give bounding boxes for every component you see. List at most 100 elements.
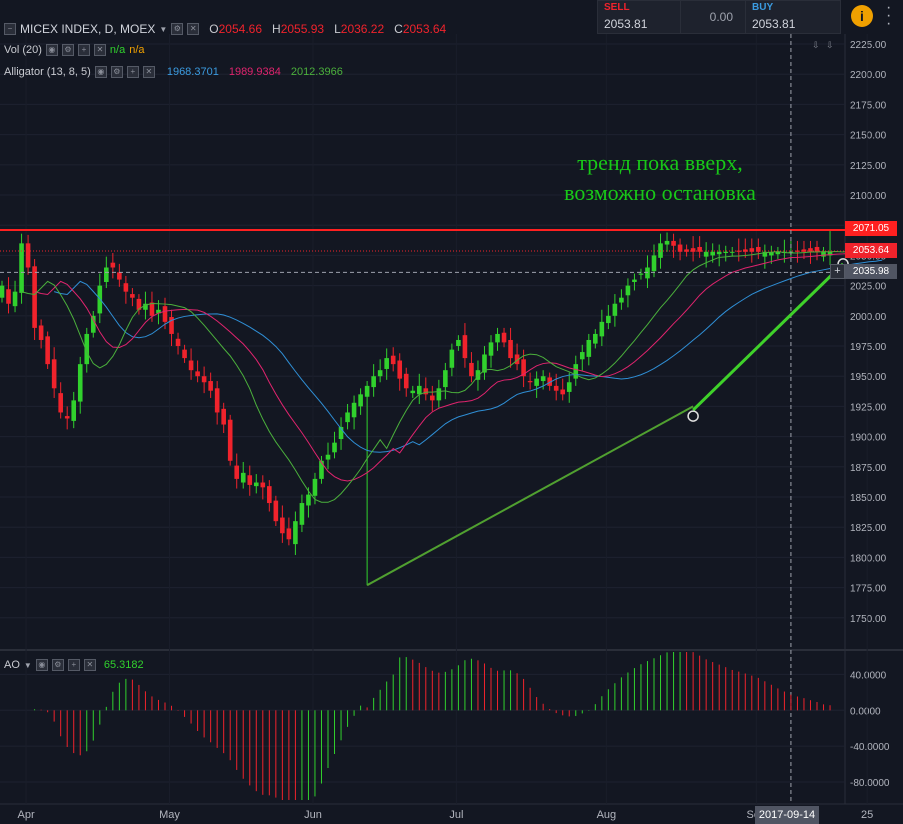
candle-body <box>619 297 624 303</box>
close-icon[interactable]: ✕ <box>93 44 106 56</box>
candle-body <box>540 376 546 382</box>
candle-body <box>690 248 696 252</box>
candle-body <box>12 291 18 307</box>
ao-tick-label: -80.0000 <box>850 778 890 789</box>
candle-body <box>416 385 422 395</box>
candle-body <box>201 376 207 383</box>
buy-price: 2053.81 <box>752 17 796 31</box>
annotation-line-1: тренд пока вверх, <box>577 150 743 175</box>
candle-body <box>482 354 487 373</box>
crosshair-date-tag: 2017-09-14 <box>755 806 819 824</box>
ao-label[interactable]: AO <box>4 659 20 671</box>
chevron-down-icon[interactable]: ▼ <box>23 660 32 670</box>
price-tick-label: 1750.00 <box>850 614 887 625</box>
volume-value-2: n/a <box>129 44 145 56</box>
candle-body <box>384 358 389 369</box>
candle-body <box>377 370 383 377</box>
scale-down-icon[interactable]: ⇩ <box>812 40 820 50</box>
candle-body <box>156 309 161 314</box>
candle-body <box>325 454 331 460</box>
symbol-legend: − MICEX INDEX, D, MOEX ▼ ⚙ ✕ O2054.66 H20… <box>4 22 446 36</box>
alligator-lips-value: 2012.3966 <box>290 66 343 78</box>
candle-body <box>814 246 820 252</box>
candle-body <box>573 364 579 379</box>
price-tick-label: 1825.00 <box>850 523 887 534</box>
candle-body <box>306 494 311 506</box>
info-icon[interactable]: i <box>851 5 873 27</box>
candle-body <box>214 388 220 413</box>
candle-body <box>293 521 298 545</box>
candle-body <box>586 339 592 357</box>
close-icon[interactable]: ✕ <box>83 659 96 671</box>
candle-body <box>664 240 670 245</box>
alligator-jaw-line <box>54 259 883 453</box>
volume-legend: Vol (20) ◉ ⚙ + ✕ n/a n/a <box>4 44 145 56</box>
price-tick-label: 1800.00 <box>850 553 887 564</box>
candle-body <box>71 400 77 421</box>
settings-icon[interactable]: ⚙ <box>171 23 184 35</box>
candle-body <box>149 302 155 316</box>
plus-icon[interactable]: + <box>126 66 139 78</box>
sell-label: SELL <box>604 2 630 13</box>
buy-label: BUY <box>752 2 774 13</box>
ao-value: 65.3182 <box>103 659 144 671</box>
price-tick-label: 2150.00 <box>850 131 887 142</box>
candle-body <box>775 251 781 255</box>
symbol-title[interactable]: MICEX INDEX, D, MOEX <box>20 22 156 36</box>
candle-body <box>351 402 357 418</box>
plus-icon[interactable]: + <box>67 659 80 671</box>
candle-body <box>566 382 572 392</box>
time-tick-label: Apr <box>18 809 35 821</box>
candle-body <box>625 285 631 296</box>
candle-body <box>6 289 11 304</box>
candle-body <box>521 359 526 377</box>
buy-button[interactable]: BUY 2053.81 <box>745 0 841 34</box>
gear-icon[interactable]: ⚙ <box>51 659 64 671</box>
eye-icon[interactable]: ◉ <box>94 66 107 78</box>
candle-body <box>273 500 279 522</box>
price-tick-label: 1900.00 <box>850 433 887 444</box>
alligator-lips-line <box>21 250 850 503</box>
candle-body <box>410 390 416 394</box>
candle-body <box>827 251 833 256</box>
candle-body <box>19 243 24 293</box>
ohlc-o: O2054.66 <box>209 22 263 36</box>
alligator-label[interactable]: Alligator (13, 8, 5) <box>4 66 91 78</box>
scale-up-icon[interactable]: ⇩ <box>826 40 834 50</box>
candle-body <box>123 283 129 292</box>
time-tick-label: May <box>159 809 180 821</box>
candle-body <box>280 517 285 534</box>
price-tick-label: 2100.00 <box>850 191 887 202</box>
chevron-down-icon[interactable]: ▼ <box>159 24 168 34</box>
candle-body <box>547 377 552 386</box>
collapse-icon[interactable]: − <box>4 23 16 35</box>
close-icon[interactable]: ✕ <box>142 66 155 78</box>
volume-label[interactable]: Vol (20) <box>4 44 42 56</box>
candle-body <box>697 246 702 252</box>
candle-body <box>130 294 135 298</box>
close-icon[interactable]: ✕ <box>187 23 200 35</box>
candle-body <box>560 389 566 395</box>
annotation-line-2: возможно остановка <box>564 180 756 205</box>
candle-body <box>449 349 455 368</box>
eye-icon[interactable]: ◉ <box>35 659 48 671</box>
ao-tick-label: -40.0000 <box>850 742 890 753</box>
candle-body <box>319 460 324 479</box>
candle-body <box>756 246 761 252</box>
eye-icon[interactable]: ◉ <box>45 44 58 56</box>
ao-legend: AO ▼ ◉ ⚙ + ✕ 65.3182 <box>4 659 144 671</box>
sell-button[interactable]: SELL 2053.81 <box>597 0 681 34</box>
ohlc-values: O2054.66 H2055.93 L2036.22 C2053.64 <box>209 22 446 36</box>
add-alert-icon[interactable]: + <box>830 264 845 279</box>
plus-icon[interactable]: + <box>77 44 90 56</box>
candle-body <box>117 272 122 280</box>
candle-body <box>488 342 494 356</box>
gear-icon[interactable]: ⚙ <box>110 66 123 78</box>
gear-icon[interactable]: ⚙ <box>61 44 74 56</box>
candle-body <box>227 419 233 461</box>
trendline <box>692 262 845 412</box>
candle-body <box>684 249 689 252</box>
candle-body <box>299 503 305 525</box>
more-icon[interactable]: · · · <box>886 0 892 32</box>
